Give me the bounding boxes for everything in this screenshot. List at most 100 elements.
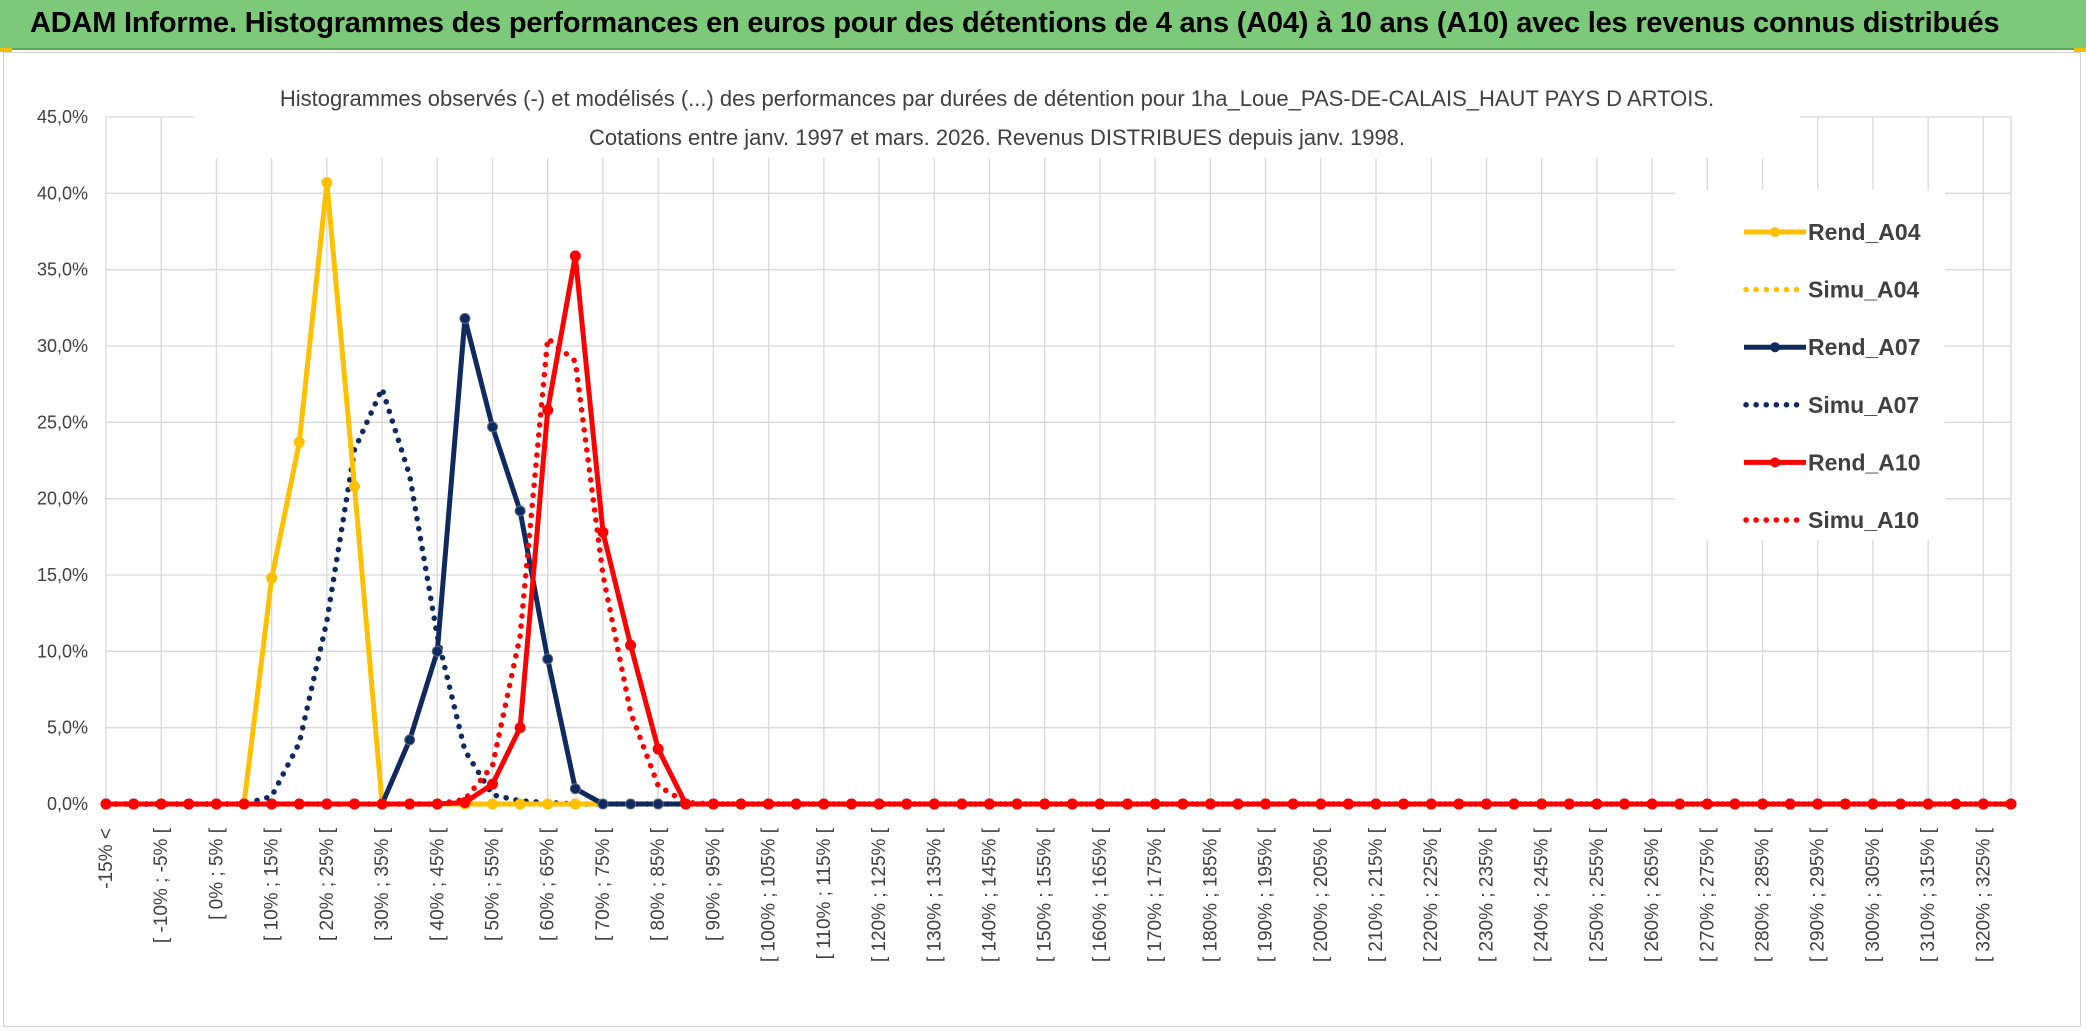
data-point-Rend_A10 bbox=[1425, 798, 1437, 810]
data-point-Rend_A10 bbox=[569, 250, 581, 262]
y-tick-label: 45,0% bbox=[37, 107, 88, 127]
legend-label-Simu_A04: Simu_A04 bbox=[1808, 277, 1919, 303]
legend-label-Simu_A10: Simu_A10 bbox=[1808, 507, 1919, 533]
legend-item-Simu_A07: Simu_A07 bbox=[1743, 392, 1919, 418]
data-point-Rend_A10 bbox=[293, 798, 305, 810]
x-tick-label: [ 180% ; 185% [ bbox=[1200, 827, 1221, 962]
data-point-Rend_A10 bbox=[487, 778, 499, 790]
data-point-Rend_A07 bbox=[459, 313, 471, 325]
data-point-Rend_A10 bbox=[1260, 798, 1272, 810]
data-point-Rend_A04 bbox=[266, 572, 278, 584]
x-tick-label: [ 80% ; 85% [ bbox=[648, 827, 669, 941]
x-tick-label: [ 270% ; 275% [ bbox=[1697, 827, 1718, 962]
x-tick-label: [ 320% ; 325% [ bbox=[1973, 827, 1994, 962]
data-point-Rend_A10 bbox=[707, 798, 719, 810]
report-banner: ADAM Informe. Histogrammes des performan… bbox=[0, 0, 2086, 50]
data-point-Rend_A10 bbox=[1922, 798, 1934, 810]
x-tick-label: [ 20% ; 25% [ bbox=[317, 827, 338, 941]
data-point-Rend_A10 bbox=[1315, 798, 1327, 810]
x-tick-label: [ -10% ; -5% [ bbox=[151, 827, 172, 943]
data-point-Rend_A10 bbox=[431, 798, 443, 810]
legend-background bbox=[1675, 190, 1945, 540]
data-point-Rend_A10 bbox=[1122, 798, 1134, 810]
data-point-Rend_A10 bbox=[1287, 798, 1299, 810]
data-point-Rend_A10 bbox=[542, 404, 554, 416]
y-tick-label: 5,0% bbox=[47, 718, 88, 738]
data-point-Rend_A10 bbox=[1839, 798, 1851, 810]
x-tick-label: [ 70% ; 75% [ bbox=[593, 827, 614, 941]
x-tick-label: [ 230% ; 235% [ bbox=[1476, 827, 1497, 962]
x-tick-label: [ 60% ; 65% [ bbox=[538, 827, 559, 941]
y-tick-label: 35,0% bbox=[37, 260, 88, 280]
x-tick-label: -15% < bbox=[96, 828, 117, 889]
x-tick-label: [ 110% ; 115% [ bbox=[814, 827, 835, 959]
corner-accent-right bbox=[2074, 48, 2086, 52]
data-point-Rend_A10 bbox=[1370, 798, 1382, 810]
data-point-Rend_A10 bbox=[348, 798, 360, 810]
data-point-Rend_A10 bbox=[321, 798, 333, 810]
x-tick-label: [ 310% ; 315% [ bbox=[1918, 827, 1939, 962]
data-point-Rend_A10 bbox=[1011, 798, 1023, 810]
data-point-Rend_A10 bbox=[1094, 798, 1106, 810]
data-point-Rend_A07 bbox=[597, 798, 609, 810]
data-point-Rend_A10 bbox=[1729, 798, 1741, 810]
data-point-Rend_A10 bbox=[459, 796, 471, 808]
legend-item-Simu_A10: Simu_A10 bbox=[1743, 507, 1919, 533]
legend: Rend_A04 Simu_A04 Rend_A07 Simu_A07 Rend_A10… bbox=[1675, 190, 1945, 540]
x-tick-label: [ 10% ; 15% [ bbox=[262, 827, 283, 941]
x-tick-label: [ 90% ; 95% [ bbox=[703, 827, 724, 941]
data-point-Rend_A10 bbox=[2005, 798, 2017, 810]
data-point-Rend_A10 bbox=[652, 743, 664, 755]
y-tick-label: 10,0% bbox=[37, 641, 88, 661]
x-tick-label: [ 140% ; 145% [ bbox=[979, 827, 1000, 962]
x-tick-label: [ 210% ; 215% [ bbox=[1366, 827, 1387, 962]
data-point-Rend_A10 bbox=[238, 798, 250, 810]
data-point-Rend_A10 bbox=[1784, 798, 1796, 810]
data-point-Rend_A04 bbox=[321, 177, 333, 189]
data-point-Rend_A10 bbox=[983, 798, 995, 810]
data-point-Rend_A10 bbox=[1977, 798, 1989, 810]
data-point-Rend_A10 bbox=[1204, 798, 1216, 810]
data-point-Rend_A10 bbox=[1950, 798, 1962, 810]
data-point-Rend_A10 bbox=[597, 526, 609, 538]
data-point-Rend_A10 bbox=[901, 798, 913, 810]
data-point-Rend_A10 bbox=[818, 798, 830, 810]
x-tick-label: [ 130% ; 135% [ bbox=[924, 827, 945, 962]
chart-title-line1: Histogrammes observés (-) et modélisés (… bbox=[280, 86, 1714, 111]
data-point-Rend_A10 bbox=[210, 798, 222, 810]
data-point-Rend_A10 bbox=[1039, 798, 1051, 810]
data-point-Rend_A07 bbox=[652, 798, 664, 810]
chart-title-group: Histogrammes observés (-) et modélisés (… bbox=[195, 80, 1800, 158]
data-point-Rend_A04 bbox=[487, 798, 499, 810]
data-point-Rend_A10 bbox=[404, 798, 416, 810]
y-tick-label: 0,0% bbox=[47, 794, 88, 814]
legend-label-Rend_A04: Rend_A04 bbox=[1808, 219, 1921, 245]
data-point-Rend_A10 bbox=[790, 798, 802, 810]
data-point-Rend_A10 bbox=[376, 798, 388, 810]
data-point-Rend_A10 bbox=[1563, 798, 1575, 810]
x-tick-label: [ 240% ; 245% [ bbox=[1532, 827, 1553, 962]
data-point-Rend_A10 bbox=[1646, 798, 1658, 810]
data-point-Rend_A10 bbox=[1867, 798, 1879, 810]
x-tick-label: [ 40% ; 45% [ bbox=[427, 827, 448, 941]
data-point-Rend_A10 bbox=[1591, 798, 1603, 810]
series-lines bbox=[100, 177, 2017, 810]
data-point-Rend_A04 bbox=[348, 480, 360, 492]
data-point-Rend_A04 bbox=[514, 798, 526, 810]
data-point-Rend_A07 bbox=[625, 798, 637, 810]
x-tick-label: [ 260% ; 265% [ bbox=[1642, 827, 1663, 962]
x-tick-label: [ 200% ; 205% [ bbox=[1311, 827, 1332, 962]
data-point-Rend_A10 bbox=[928, 798, 940, 810]
data-point-Rend_A07 bbox=[569, 783, 581, 795]
legend-item-Simu_A04: Simu_A04 bbox=[1743, 277, 1919, 303]
x-tick-label: [ 30% ; 35% [ bbox=[372, 827, 393, 941]
data-point-Rend_A10 bbox=[514, 722, 526, 734]
x-tick-label: [ 150% ; 155% [ bbox=[1035, 827, 1056, 962]
data-point-Rend_A10 bbox=[1618, 798, 1630, 810]
x-tick-label: [ 190% ; 195% [ bbox=[1256, 827, 1277, 962]
series-Rend_A10 bbox=[100, 250, 2017, 810]
y-tick-label: 25,0% bbox=[37, 412, 88, 432]
x-tick-label: [ 160% ; 165% [ bbox=[1090, 827, 1111, 962]
chart-title-line2: Cotations entre janv. 1997 et mars. 2026… bbox=[589, 125, 1405, 150]
legend-marker-Rend_A07 bbox=[1770, 342, 1780, 353]
